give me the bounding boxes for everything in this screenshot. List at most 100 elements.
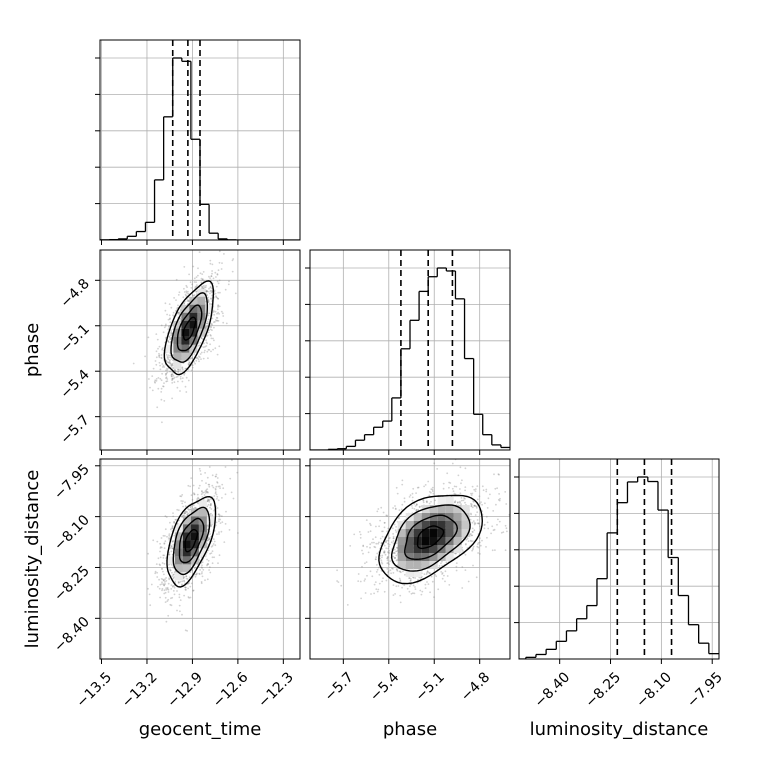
sample-point [430, 488, 433, 490]
sample-point [471, 492, 474, 495]
sample-point [164, 581, 166, 583]
sample-point [169, 370, 172, 373]
sample-point [362, 545, 365, 548]
sample-point [209, 552, 212, 555]
sample-point [477, 522, 480, 525]
sample-point [164, 374, 167, 376]
sample-point [470, 494, 473, 496]
sample-point [371, 575, 374, 578]
sample-point [385, 547, 388, 550]
sample-point [174, 310, 177, 312]
sample-point [387, 571, 389, 574]
sample-point [363, 580, 366, 582]
sample-point [200, 277, 203, 280]
sample-point [471, 521, 474, 524]
sample-point [176, 522, 179, 525]
y-tick-label: −8.10 [51, 512, 93, 554]
sample-point [172, 314, 174, 317]
sample-point [203, 342, 205, 345]
sample-point [187, 508, 189, 510]
sample-point [166, 369, 169, 371]
sample-point [229, 477, 232, 480]
sample-point [489, 493, 491, 496]
sample-point [200, 287, 203, 290]
sample-point [183, 512, 186, 515]
sample-point [190, 287, 193, 289]
sample-point [375, 571, 378, 573]
sample-point [160, 578, 163, 580]
sample-point [442, 482, 445, 485]
sample-point [361, 549, 363, 552]
sample-point [207, 357, 209, 360]
sample-point [416, 579, 419, 581]
sample-point [214, 488, 217, 491]
sample-point [154, 381, 157, 384]
sample-point [388, 545, 390, 548]
sample-point [132, 362, 135, 365]
sample-point [417, 509, 420, 511]
sample-point [470, 504, 473, 507]
sample-point [476, 498, 479, 501]
sample-point [512, 514, 514, 516]
sample-point [165, 377, 167, 380]
sample-point [387, 551, 390, 554]
density-cell [405, 529, 414, 537]
sample-point [218, 518, 220, 521]
sample-point [451, 487, 454, 490]
sample-point [198, 344, 201, 347]
sample-point [364, 578, 366, 580]
density-cell [189, 304, 198, 313]
sample-point [466, 537, 469, 540]
sample-point [485, 546, 487, 548]
sample-point [388, 537, 390, 540]
sample-point [161, 583, 163, 585]
sample-point [461, 587, 464, 589]
sample-point [474, 522, 477, 525]
sample-point [163, 543, 166, 545]
sample-point [374, 558, 377, 560]
sample-point [169, 356, 171, 359]
sample-point [427, 480, 430, 483]
sample-point [209, 513, 211, 515]
panel-frame [99, 249, 301, 451]
sample-point [181, 368, 184, 371]
sample-point [215, 316, 218, 319]
sample-point [198, 251, 201, 254]
sample-point [367, 531, 370, 533]
sample-point [209, 571, 212, 574]
sample-point [369, 546, 371, 549]
density-cell [181, 336, 190, 345]
sample-point [493, 473, 495, 476]
density-cell [437, 553, 446, 561]
sample-point [455, 562, 458, 564]
sample-point [217, 320, 220, 322]
sample-point [172, 576, 175, 579]
sample-point [390, 572, 392, 575]
sample-point [179, 390, 181, 392]
sample-point [169, 362, 172, 364]
x-tick-label: −12.9 [164, 669, 206, 711]
sample-point [166, 357, 169, 360]
sample-point [171, 564, 173, 566]
sample-point [162, 554, 165, 557]
sample-point [209, 277, 212, 279]
sample-point [208, 499, 210, 502]
sample-point [504, 524, 507, 527]
sample-point [187, 299, 190, 302]
sample-point [155, 333, 158, 335]
sample-point [185, 284, 188, 287]
sample-point [207, 559, 210, 562]
density-cell [461, 505, 470, 513]
sample-point [397, 585, 400, 587]
sample-point [385, 539, 388, 542]
sample-point [210, 289, 213, 292]
sample-point [187, 582, 189, 585]
sample-point [194, 285, 197, 288]
sample-point [459, 501, 461, 504]
sample-point [231, 270, 234, 273]
sample-point [454, 500, 457, 503]
sample-point [212, 543, 215, 545]
sample-point [194, 455, 196, 457]
sample-point [178, 291, 181, 294]
sample-point [224, 493, 227, 496]
